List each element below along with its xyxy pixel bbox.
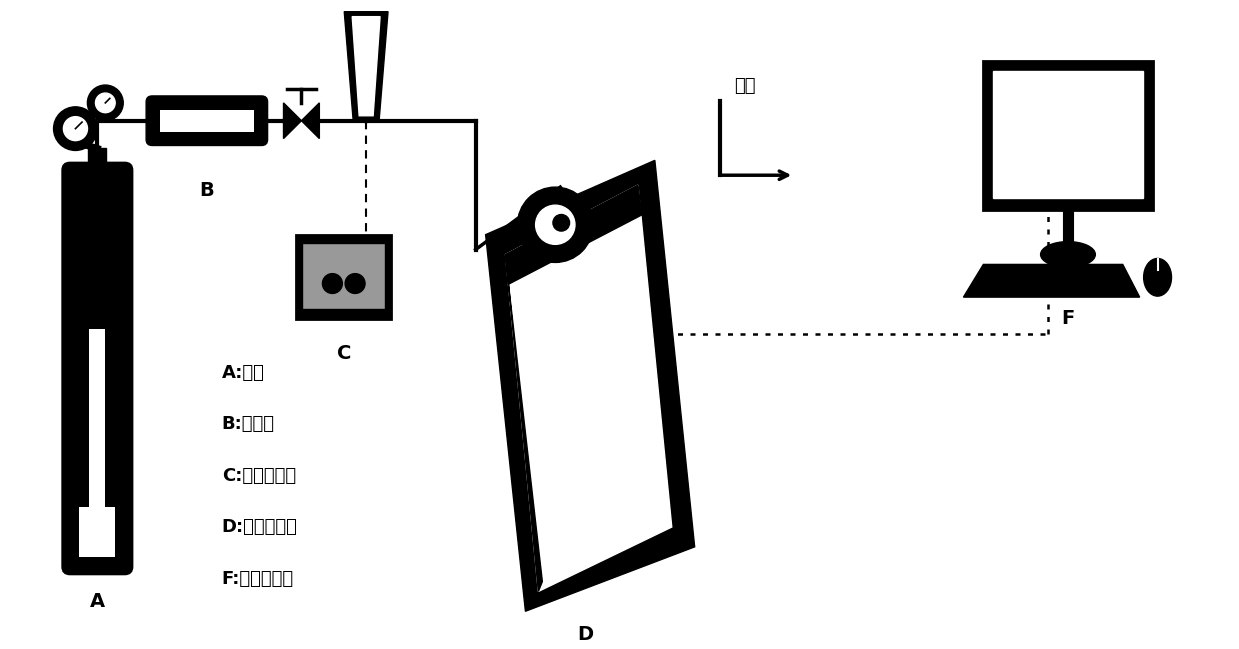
Bar: [160, 110, 254, 132]
Circle shape: [88, 85, 123, 121]
Bar: [79, 508, 115, 557]
Polygon shape: [506, 185, 642, 284]
Circle shape: [553, 215, 570, 231]
Circle shape: [346, 274, 366, 293]
FancyBboxPatch shape: [62, 162, 133, 574]
FancyBboxPatch shape: [146, 96, 268, 145]
Text: A:氮气: A:氮气: [222, 363, 265, 382]
FancyBboxPatch shape: [994, 71, 1142, 198]
Text: D: D: [577, 624, 593, 644]
Polygon shape: [506, 254, 543, 591]
Circle shape: [53, 107, 98, 151]
Polygon shape: [301, 103, 320, 138]
Polygon shape: [344, 12, 388, 121]
Text: D:热重分析仪: D:热重分析仪: [222, 518, 297, 536]
Polygon shape: [964, 264, 1140, 297]
Circle shape: [535, 205, 575, 245]
Text: F:电脑显示器: F:电脑显示器: [222, 570, 294, 587]
Polygon shape: [284, 103, 301, 138]
Text: F: F: [1062, 310, 1074, 328]
Text: 排空: 排空: [735, 77, 756, 95]
Circle shape: [63, 117, 88, 141]
Text: B:干燥管: B:干燥管: [222, 415, 275, 433]
Circle shape: [322, 274, 342, 293]
Text: C:流量显示仪: C:流量显示仪: [222, 467, 296, 485]
Circle shape: [95, 93, 115, 113]
Bar: [88, 149, 107, 170]
FancyBboxPatch shape: [984, 61, 1152, 210]
Bar: [89, 329, 105, 527]
Circle shape: [518, 187, 593, 262]
Text: A: A: [89, 592, 105, 611]
Polygon shape: [486, 160, 695, 611]
Ellipse shape: [1144, 258, 1172, 296]
Polygon shape: [352, 17, 380, 116]
FancyBboxPatch shape: [296, 235, 392, 319]
Text: B: B: [199, 180, 214, 200]
Text: C: C: [337, 344, 351, 363]
Ellipse shape: [1041, 241, 1095, 267]
Polygon shape: [506, 185, 672, 591]
FancyBboxPatch shape: [302, 243, 385, 309]
